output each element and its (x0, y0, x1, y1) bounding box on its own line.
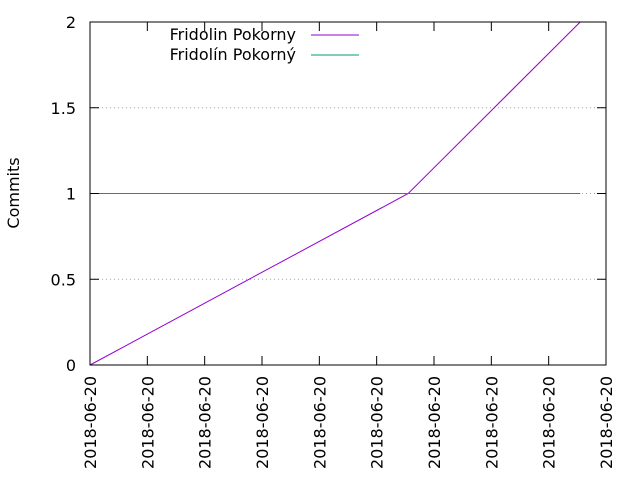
x-tick-label: 2018-06-20 (368, 376, 387, 469)
tick-layer (89, 21, 607, 366)
x-tick-label: 2018-06-20 (310, 376, 329, 469)
series-layer (89, 21, 581, 366)
y-tick-label: 1 (66, 185, 76, 204)
x-tick-label: 2018-06-20 (482, 376, 501, 469)
x-tick-label: 2018-06-20 (81, 376, 100, 469)
y-tick-label: 1.5 (51, 99, 76, 118)
legend-label-2: Fridolín Pokorný (170, 45, 296, 64)
y-tick-label: 0.5 (51, 270, 76, 289)
y-axis-label: Commits (4, 157, 23, 228)
y-tick-label: 0 (66, 356, 76, 375)
x-tick-label: 2018-06-20 (196, 376, 215, 469)
x-tick-label: 2018-06-20 (425, 376, 444, 469)
legend-label-1: Fridolin Pokorny (170, 25, 296, 44)
label-layer: 0 0.5 1 1.5 2 2018-06-20 2018-06-20 2018-06-20 2… (51, 13, 616, 469)
x-tick-label: 2018-06-20 (540, 376, 559, 469)
y-tick-label: 2 (66, 13, 76, 32)
x-tick-label: 2018-06-20 (253, 376, 272, 469)
x-tick-label: 2018-06-20 (138, 376, 157, 469)
x-tick-label: 2018-06-20 (597, 376, 616, 469)
